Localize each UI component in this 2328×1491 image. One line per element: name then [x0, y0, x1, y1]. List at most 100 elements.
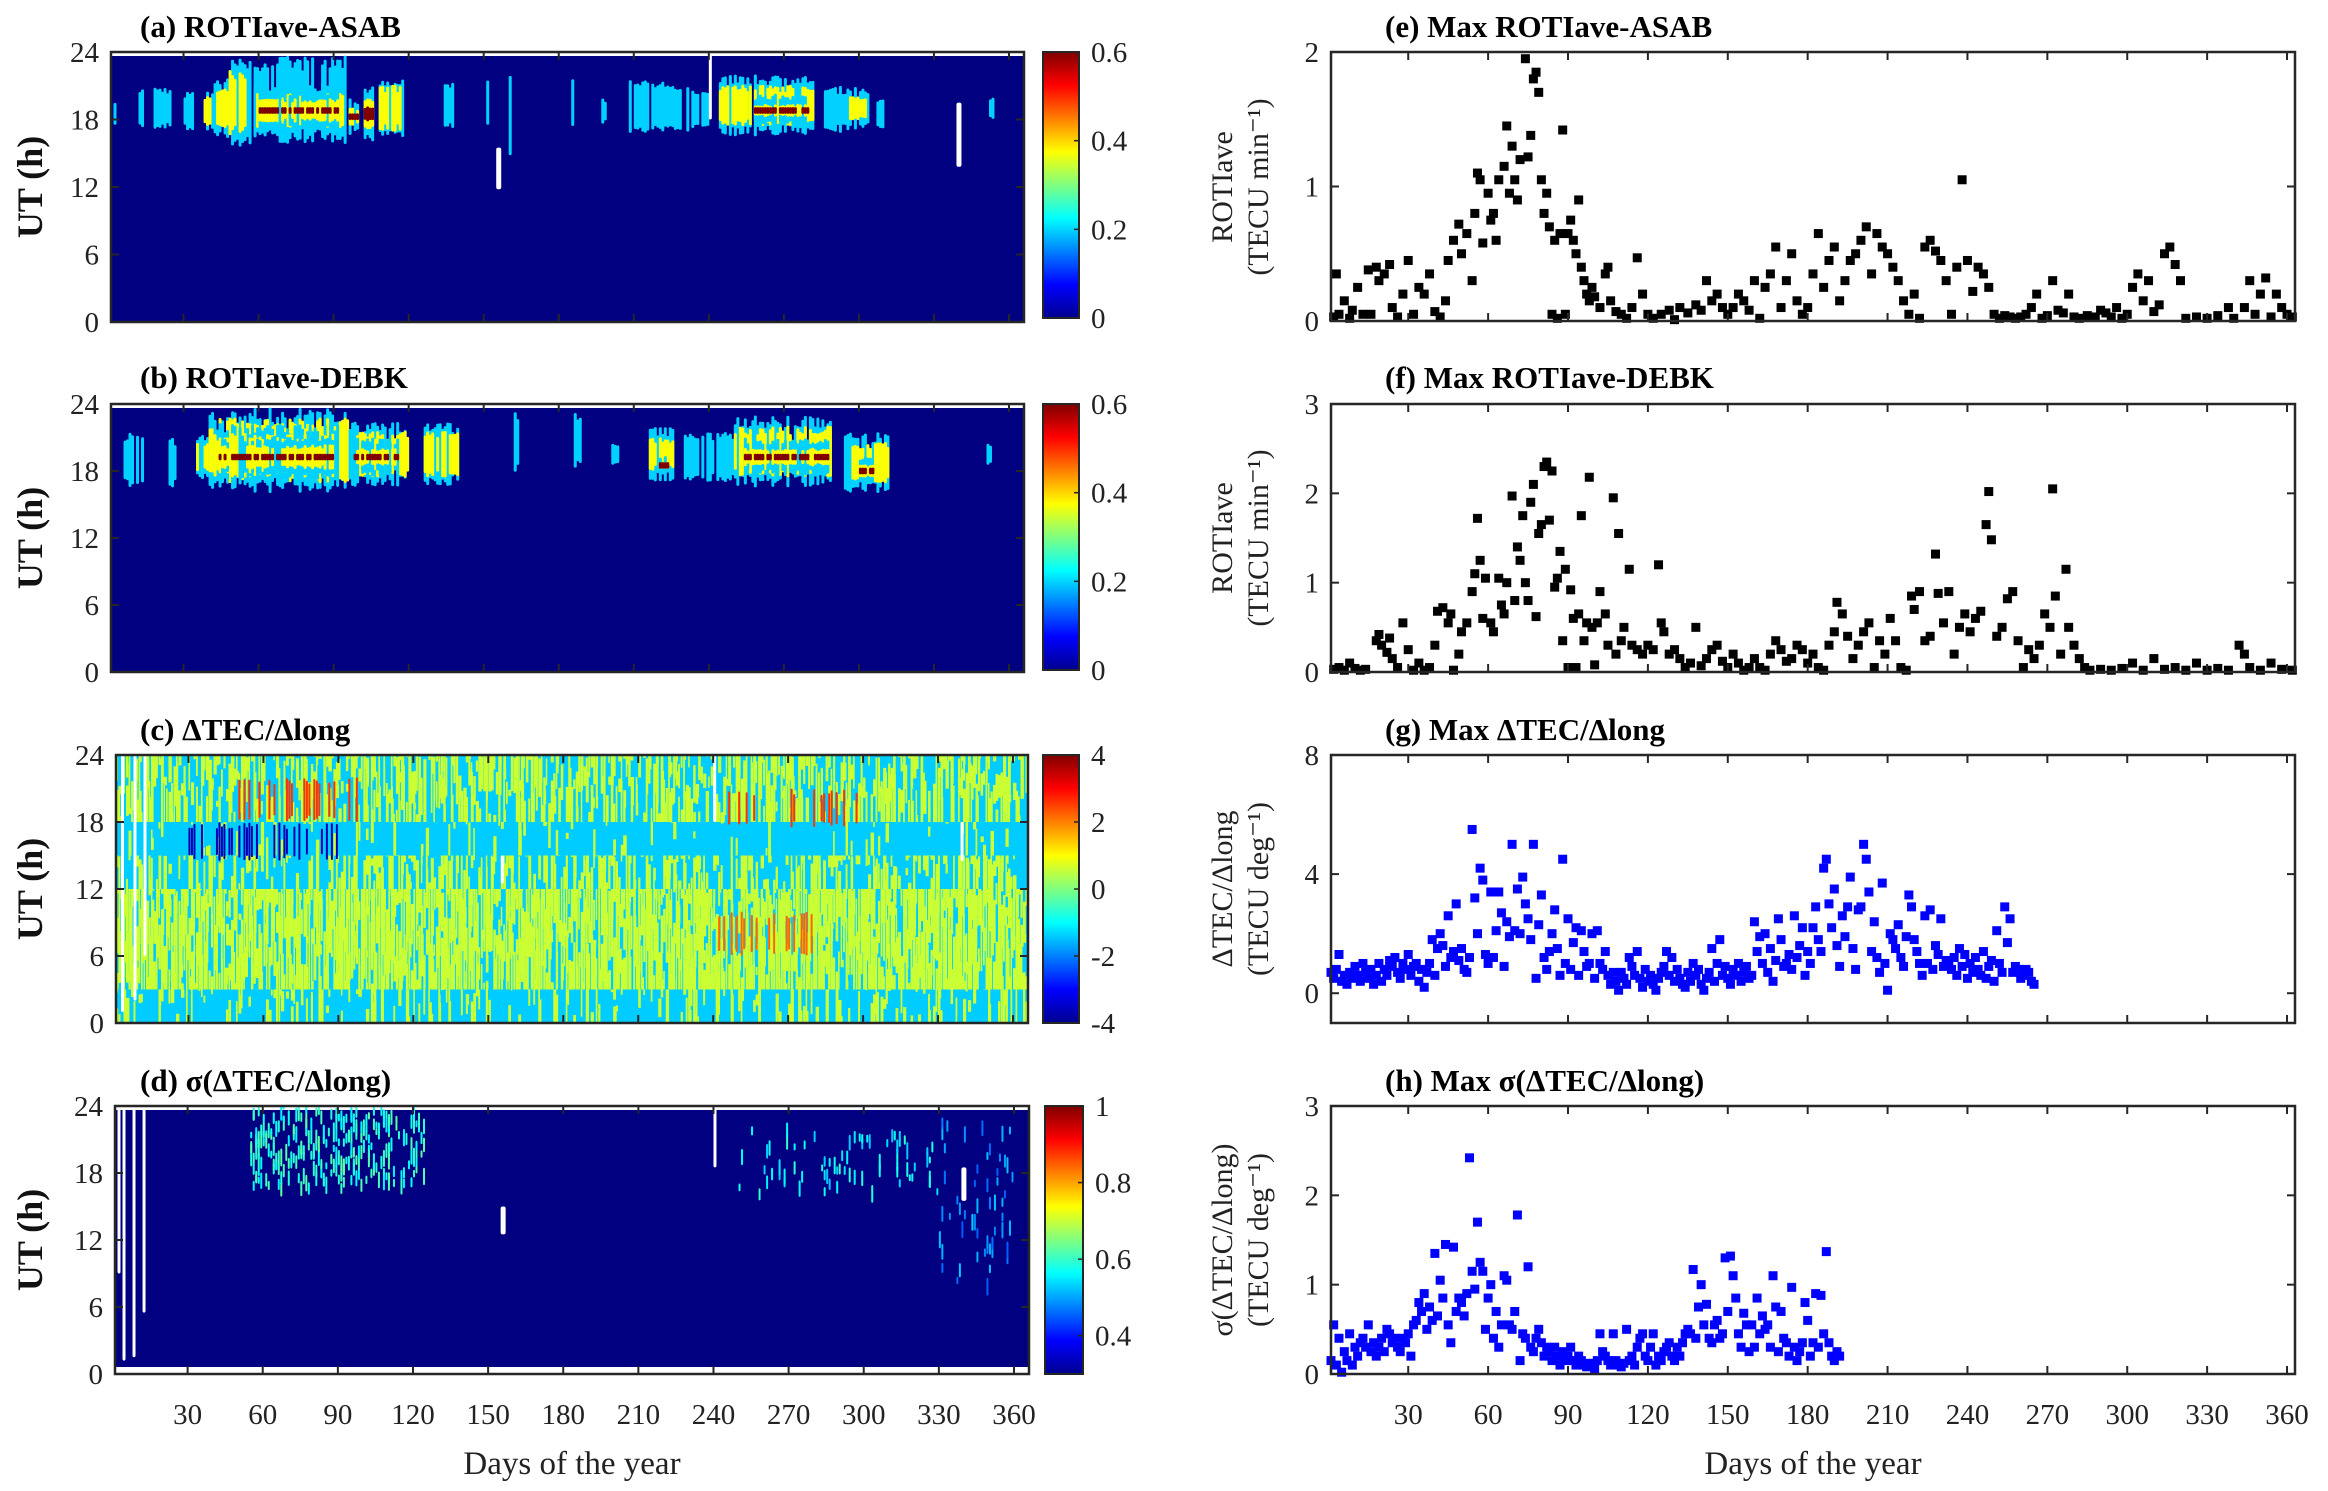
- heatmap-cell: [116, 889, 119, 894]
- heatmap-cell: [145, 913, 150, 922]
- heatmap-cell: [745, 855, 748, 889]
- heatmap-cell: [953, 785, 955, 822]
- heatmap-cell: [225, 923, 229, 946]
- heatmap-cell: [768, 895, 772, 909]
- heatmap-cell: [243, 906, 247, 923]
- heatmap-cell: [280, 1181, 283, 1197]
- heatmap-cell: [965, 933, 968, 962]
- heatmap-cell: [333, 107, 337, 114]
- heatmap-cell: [233, 868, 237, 889]
- heatmap-cell: [278, 995, 281, 1023]
- heatmap-cell: [941, 1243, 944, 1260]
- heatmap-cell: [595, 958, 598, 990]
- colorbar-tick-label: -2: [1091, 941, 1115, 973]
- heatmap-cell: [883, 998, 887, 1009]
- heatmap-cell: [353, 889, 356, 925]
- heatmap-cell: [1020, 755, 1024, 779]
- heatmap-cell: [370, 809, 374, 822]
- heatmap-cell: [373, 880, 376, 889]
- heatmap-cell: [508, 952, 511, 959]
- heatmap-cell: [428, 434, 432, 474]
- heatmap-cell: [268, 966, 271, 990]
- heatmap-cell: [178, 944, 182, 953]
- heatmap-cell: [228, 980, 231, 990]
- heatmap-cell: [800, 797, 804, 822]
- heatmap-cell: [165, 937, 168, 971]
- heatmap-cell: [628, 855, 632, 864]
- heatmap-cell: [580, 982, 585, 990]
- heatmap-cell: [248, 941, 251, 947]
- heatmap-cell: [613, 962, 616, 990]
- heatmap-cell: [230, 791, 233, 813]
- panel-d-frame: [113, 1104, 1031, 1376]
- heatmap-cell: [225, 983, 228, 990]
- heatmap-cell: [383, 766, 386, 797]
- heatmap-cell: [400, 782, 404, 810]
- heatmap-cell: [386, 453, 390, 461]
- heatmap-cell: [240, 759, 245, 787]
- heatmap-cell: [610, 855, 614, 866]
- heatmap-cell: [620, 989, 623, 995]
- heatmap-cell: [410, 1137, 413, 1151]
- heatmap-cell: [123, 755, 126, 763]
- heatmap-cell: [813, 789, 816, 827]
- heatmap-cell: [926, 1147, 929, 1158]
- heatmap-cell: [332, 1144, 335, 1153]
- heatmap-cell: [545, 855, 549, 889]
- heatmap-cell: [948, 896, 951, 918]
- panel-h-title: (h) Max σ(ΔTEC/Δlong): [1385, 1063, 1704, 1098]
- heatmap-cell: [307, 1143, 310, 1151]
- heatmap-cell: [220, 855, 224, 880]
- heatmap-cell: [460, 898, 464, 919]
- heatmap-cell: [615, 950, 619, 967]
- heatmap-cell: [553, 773, 556, 797]
- colorbar-tick-label: 0.6: [1095, 1244, 1131, 1276]
- heatmap-cell: [893, 755, 896, 774]
- data-point: [2106, 312, 2116, 322]
- heatmap-cell: [286, 445, 290, 469]
- heatmap-cell: [580, 911, 585, 950]
- heatmap-cell: [823, 1187, 826, 1197]
- heatmap-cell: [465, 822, 468, 825]
- heatmap-cell: [540, 804, 545, 822]
- heatmap-cell: [728, 75, 732, 136]
- heatmap-cell: [525, 855, 528, 857]
- heatmap-cell: [555, 994, 559, 1023]
- heatmap-cell: [310, 991, 313, 1023]
- heatmap-cell: [983, 1248, 986, 1257]
- heatmap-cell: [275, 912, 279, 933]
- data-point: [2005, 312, 2015, 322]
- heatmap-cell: [828, 1178, 831, 1191]
- heatmap-cell: [741, 84, 745, 127]
- heatmap-cell: [548, 803, 551, 822]
- heatmap-cell: [658, 894, 661, 920]
- heatmap-cell: [352, 1158, 355, 1176]
- heatmap-cell: [848, 907, 852, 940]
- heatmap-cell: [166, 93, 170, 124]
- heatmap-cell: [880, 889, 884, 924]
- heatmap-cell: [935, 928, 939, 949]
- heatmap-cell: [816, 453, 820, 461]
- heatmap-cell: [838, 909, 841, 917]
- heatmap-cell: [876, 442, 880, 483]
- heatmap-cell: [633, 934, 636, 967]
- heatmap-cell: [400, 981, 403, 990]
- heatmap-cell: [193, 889, 197, 893]
- heatmap-cell: [558, 787, 561, 822]
- heatmap-cell: [923, 855, 926, 871]
- heatmap-cell: [823, 793, 826, 823]
- heatmap-cell: [252, 1162, 255, 1175]
- heatmap-cell: [510, 873, 514, 889]
- heatmap-cell: [413, 989, 415, 1023]
- heatmap-cell: [423, 955, 426, 990]
- heatmap-cell: [1013, 875, 1017, 889]
- heatmap-cell: [253, 897, 257, 934]
- heatmap-cell: [342, 1176, 345, 1188]
- heatmap-cell: [530, 792, 534, 822]
- heatmap-cell: [503, 937, 506, 962]
- heatmap-cell: [750, 950, 753, 966]
- heatmap-cell: [793, 1161, 796, 1175]
- heatmap-cell: [118, 816, 122, 822]
- heatmap-cell: [148, 855, 151, 877]
- heatmap-cell: [333, 889, 337, 911]
